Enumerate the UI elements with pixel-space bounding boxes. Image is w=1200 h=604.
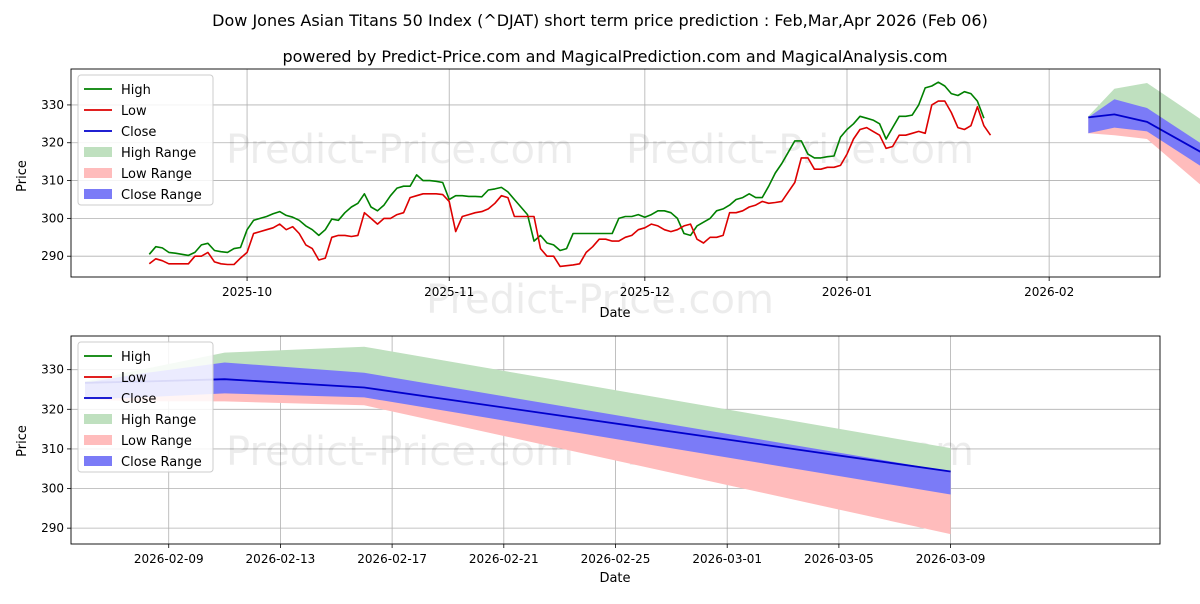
forecast-y-tick-label: 320 (41, 402, 64, 416)
history-legend-high-range-swatch (84, 147, 112, 157)
history-legend-low-range-swatch (84, 168, 112, 178)
history-watermark-left: Predict-Price.com (226, 127, 574, 173)
history-forecast-close-line (1088, 113, 1200, 153)
history-forecast-bands (1088, 83, 1200, 185)
history-low-range-band (1088, 114, 1200, 185)
chart-subtitle: powered by Predict-Price.com and Magical… (282, 47, 947, 66)
history-x-tick-label: 2025-11 (424, 285, 474, 299)
history-legend-high-range-label: High Range (121, 146, 196, 161)
forecast-legend-close-label: Close (121, 392, 156, 407)
forecast-x-tick-label: 2026-03-09 (916, 552, 986, 566)
history-x-tick-label: 2026-01 (822, 285, 872, 299)
forecast-legend-high-range-label: High Range (121, 413, 196, 428)
forecast-legend-close-range-label: Close Range (121, 455, 202, 470)
history-legend-close-range-label: Close Range (121, 188, 202, 203)
history-series-lines (148, 81, 1200, 268)
history-legend: High Low Close High Range Low Range Close Ran… (77, 74, 214, 206)
history-axes: 2025-10 2025-11 2025-12 2026-01 2026-02 290 30… (41, 68, 1161, 299)
forecast-x-tick-label: 2026-02-21 (469, 552, 539, 566)
history-x-axis-label: Date (599, 306, 630, 321)
forecast-legend-high-label: High (121, 350, 151, 365)
history-watermark-bottom: Predict-Price.com (426, 277, 774, 323)
forecast-close-range-band (85, 362, 951, 495)
forecast-x-tick-label: 2026-02-25 (581, 552, 651, 566)
forecast-legend: High Low Close High Range Low Range Close Ran… (77, 341, 214, 473)
history-legend-low-label: Low (121, 104, 147, 119)
forecast-chart-panel: Predict-Price.com Predict-Price.com 2026… (15, 335, 1161, 586)
history-legend-close-label: Close (121, 125, 156, 140)
forecast-y-tick-label: 290 (41, 521, 64, 535)
forecast-plot-frame (70, 335, 1161, 545)
history-chart-panel: Predict-Price.com Predict-Price.com Pred… (15, 68, 1200, 323)
history-legend-high-label: High (121, 83, 151, 98)
forecast-x-tick-label: 2026-03-05 (804, 552, 874, 566)
history-x-tick-label: 2025-12 (620, 285, 670, 299)
history-y-tick-label: 310 (41, 174, 64, 188)
forecast-legend-high-range-swatch (84, 414, 112, 424)
history-watermark-right: Predict-Price.com (626, 127, 974, 173)
forecast-legend-low-range-swatch (84, 435, 112, 445)
history-legend-low-range-label: Low Range (121, 167, 192, 182)
history-y-tick-label: 330 (41, 98, 64, 112)
forecast-x-tick-label: 2026-02-17 (357, 552, 427, 566)
history-plot-frame (70, 68, 1161, 278)
forecast-legend-low-label: Low (121, 371, 147, 386)
forecast-y-tick-label: 330 (41, 363, 64, 377)
forecast-axes: 2026-02-09 2026-02-13 2026-02-17 2026-02-21… (41, 335, 1161, 566)
history-close-range-band (1088, 99, 1200, 166)
forecast-legend-low-range-label: Low Range (121, 434, 192, 449)
chart-title: Dow Jones Asian Titans 50 Index (^DJAT) … (212, 11, 988, 30)
history-y-tick-label: 320 (41, 136, 64, 150)
forecast-x-tick-label: 2026-02-09 (134, 552, 204, 566)
history-y-tick-label: 290 (41, 249, 64, 263)
history-y-tick-label: 300 (41, 211, 64, 225)
forecast-y-tick-label: 300 (41, 482, 64, 496)
forecast-legend-close-range-swatch (84, 456, 112, 466)
history-legend-close-range-swatch (84, 189, 112, 199)
history-low-line (148, 100, 992, 268)
forecast-y-axis-label: Price (15, 425, 30, 457)
history-grid (71, 69, 1160, 277)
history-high-line (148, 81, 985, 257)
forecast-x-tick-label: 2026-03-01 (692, 552, 762, 566)
forecast-y-tick-label: 310 (41, 442, 64, 456)
forecast-x-axis-label: Date (599, 571, 630, 586)
history-x-tick-label: 2025-10 (222, 285, 272, 299)
history-x-tick-label: 2026-02 (1024, 285, 1074, 299)
forecast-x-tick-label: 2026-02-13 (246, 552, 316, 566)
history-y-axis-label: Price (15, 160, 30, 192)
